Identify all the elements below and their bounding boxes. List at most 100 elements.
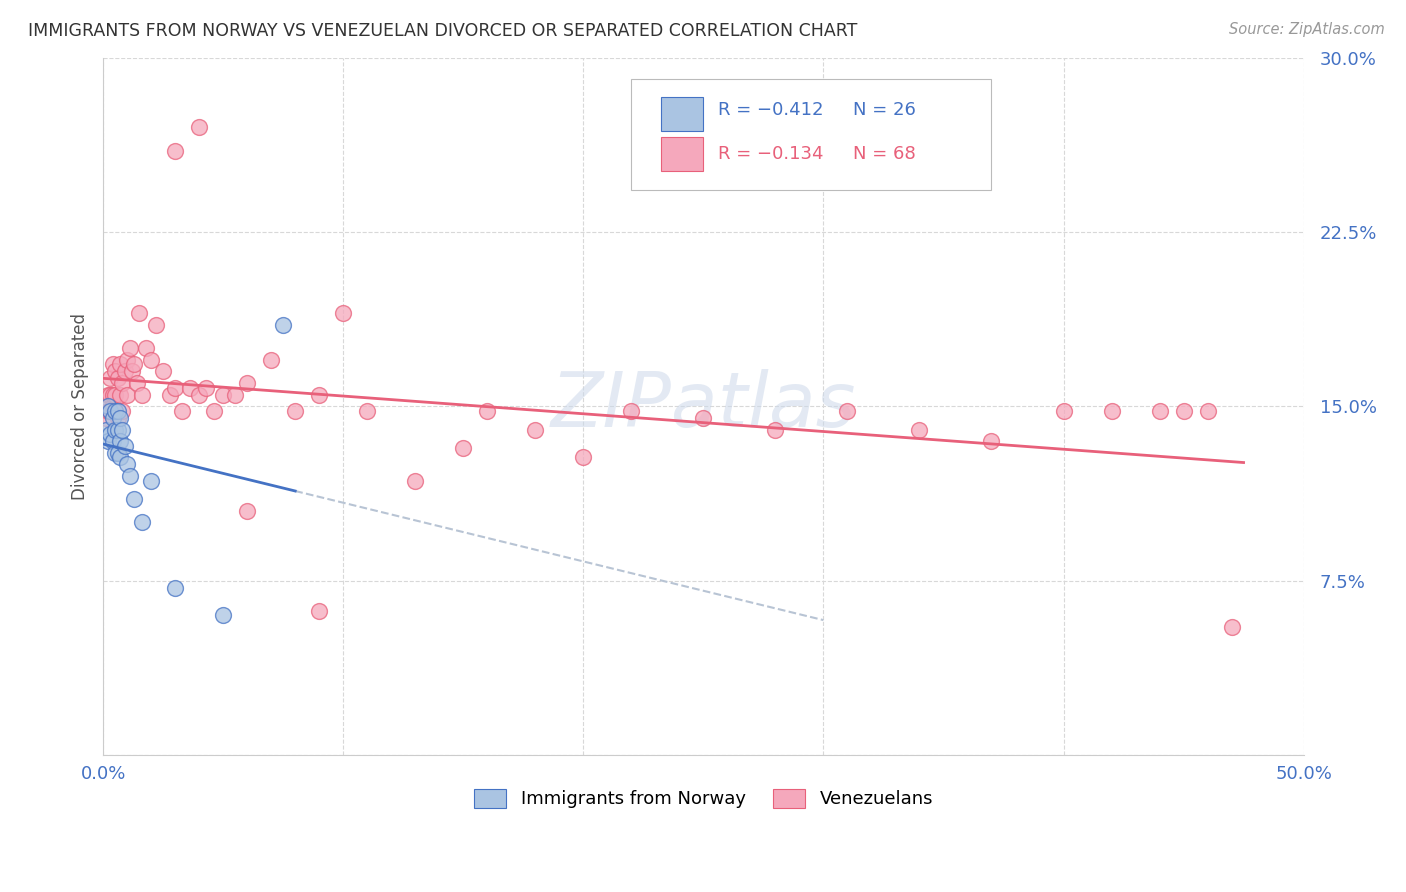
- Point: [165, 144, 187, 158]
- Point: [159, 387, 181, 401]
- Point: [284, 404, 307, 418]
- Point: [111, 423, 134, 437]
- Text: R = −0.134: R = −0.134: [718, 145, 824, 163]
- Point: [98, 404, 121, 418]
- FancyBboxPatch shape: [631, 78, 991, 190]
- Point: [172, 404, 194, 418]
- Point: [212, 387, 235, 401]
- Point: [108, 411, 131, 425]
- Point: [195, 381, 218, 395]
- Point: [98, 371, 121, 385]
- Point: [620, 404, 643, 418]
- Point: [118, 341, 141, 355]
- Point: [1052, 404, 1074, 418]
- Text: Source: ZipAtlas.com: Source: ZipAtlas.com: [1229, 22, 1385, 37]
- Point: [1220, 620, 1243, 634]
- Point: [451, 441, 474, 455]
- Point: [121, 364, 143, 378]
- Point: [1149, 404, 1171, 418]
- Point: [107, 404, 129, 418]
- Point: [104, 404, 127, 418]
- Point: [114, 439, 136, 453]
- Point: [908, 423, 931, 437]
- Point: [572, 450, 595, 465]
- Point: [763, 423, 786, 437]
- Point: [108, 434, 131, 449]
- Point: [101, 358, 124, 372]
- Point: [124, 492, 146, 507]
- Legend: Immigrants from Norway, Venezuelans: Immigrants from Norway, Venezuelans: [467, 781, 941, 815]
- Point: [101, 387, 124, 401]
- Text: N = 26: N = 26: [853, 101, 917, 119]
- Point: [124, 358, 146, 372]
- FancyBboxPatch shape: [661, 97, 703, 131]
- Point: [188, 120, 211, 135]
- Point: [404, 474, 426, 488]
- Point: [212, 608, 235, 623]
- FancyBboxPatch shape: [661, 137, 703, 170]
- Point: [308, 604, 330, 618]
- Point: [128, 306, 150, 320]
- Point: [1173, 404, 1195, 418]
- Point: [131, 516, 153, 530]
- Point: [980, 434, 1002, 449]
- Point: [271, 318, 294, 332]
- Point: [97, 399, 120, 413]
- Point: [356, 404, 378, 418]
- Point: [141, 474, 163, 488]
- Point: [308, 387, 330, 401]
- Point: [101, 411, 124, 425]
- Point: [97, 404, 120, 418]
- Y-axis label: Divorced or Separated: Divorced or Separated: [72, 313, 89, 500]
- Point: [115, 458, 138, 472]
- Point: [107, 411, 129, 425]
- Point: [188, 387, 211, 401]
- Point: [107, 423, 129, 437]
- Point: [692, 411, 714, 425]
- Point: [135, 341, 157, 355]
- Point: [125, 376, 148, 390]
- Point: [104, 446, 127, 460]
- Point: [101, 399, 124, 413]
- Point: [94, 411, 117, 425]
- Point: [332, 306, 354, 320]
- Point: [131, 387, 153, 401]
- Point: [477, 404, 499, 418]
- Point: [111, 404, 134, 418]
- Point: [101, 434, 124, 449]
- Point: [165, 381, 187, 395]
- Point: [202, 404, 225, 418]
- Text: N = 68: N = 68: [853, 145, 917, 163]
- Point: [97, 434, 120, 449]
- Point: [179, 381, 201, 395]
- Point: [107, 446, 129, 460]
- Point: [104, 387, 127, 401]
- Point: [97, 387, 120, 401]
- Point: [115, 387, 138, 401]
- Point: [104, 364, 127, 378]
- Point: [224, 387, 246, 401]
- Point: [236, 376, 259, 390]
- Point: [104, 404, 127, 418]
- Point: [115, 352, 138, 367]
- Point: [104, 423, 127, 437]
- Point: [141, 352, 163, 367]
- Point: [98, 427, 121, 442]
- Point: [98, 387, 121, 401]
- Text: ZIPatlas: ZIPatlas: [551, 369, 856, 443]
- Point: [524, 423, 547, 437]
- Point: [107, 371, 129, 385]
- Point: [94, 399, 117, 413]
- Text: IMMIGRANTS FROM NORWAY VS VENEZUELAN DIVORCED OR SEPARATED CORRELATION CHART: IMMIGRANTS FROM NORWAY VS VENEZUELAN DIV…: [28, 22, 858, 40]
- Point: [118, 469, 141, 483]
- Point: [114, 364, 136, 378]
- Point: [165, 581, 187, 595]
- Point: [94, 423, 117, 437]
- Point: [1101, 404, 1123, 418]
- Point: [111, 376, 134, 390]
- Point: [145, 318, 167, 332]
- Point: [98, 404, 121, 418]
- Point: [260, 352, 283, 367]
- Point: [236, 504, 259, 518]
- Point: [108, 450, 131, 465]
